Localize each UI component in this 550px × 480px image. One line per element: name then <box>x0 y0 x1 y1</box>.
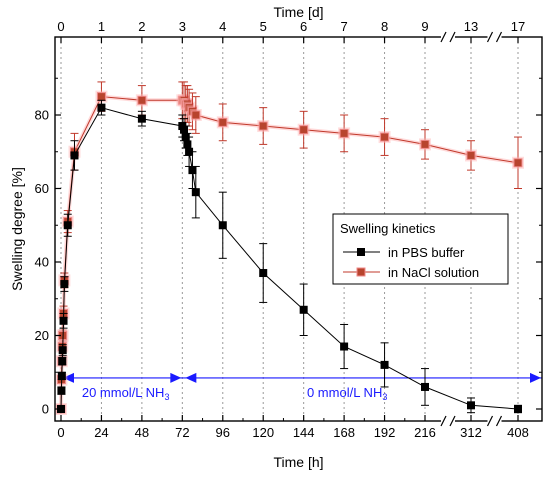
top-x-tick-label: 0 <box>57 19 64 34</box>
phase2-label: 0 mmol/L NH3 <box>307 385 387 402</box>
x-tick-label: 312 <box>460 425 482 440</box>
data-point <box>299 125 309 135</box>
data-point <box>380 360 389 369</box>
x-tick-label: 48 <box>135 425 149 440</box>
legend-title: Swelling kinetics <box>340 221 436 236</box>
data-point <box>57 371 66 380</box>
top-x-tick-label: 8 <box>381 19 388 34</box>
y-tick-label: 0 <box>42 402 49 417</box>
y-axis-title: Swelling degree [%] <box>9 167 25 291</box>
y-tick-label: 20 <box>35 328 49 343</box>
axis-break-gap <box>441 34 455 40</box>
data-point <box>96 92 106 102</box>
data-point <box>137 95 147 105</box>
data-point <box>97 103 106 112</box>
x-tick-label: 0 <box>57 425 64 440</box>
axis-break-mark <box>495 31 503 43</box>
top-x-tick-label: 9 <box>421 19 428 34</box>
phase1-arrow-left <box>63 372 74 383</box>
axis-break-mark <box>440 415 447 427</box>
annotations: 20 mmol/L NH3 0 mmol/L NH3 <box>61 372 542 402</box>
top-x-tick-label: 6 <box>300 19 307 34</box>
axis-break-gap <box>487 418 502 424</box>
x-tick-label: 24 <box>94 425 108 440</box>
x-tick-label: 192 <box>374 425 396 440</box>
axis-break-mark <box>449 415 456 427</box>
axis-break-mark <box>449 31 456 43</box>
top-x-tick-label: 13 <box>464 19 478 34</box>
data-point <box>63 221 72 230</box>
data-point <box>340 342 349 351</box>
legend-label-nacl: in NaCl solution <box>388 265 479 280</box>
data-point <box>513 158 523 168</box>
data-point <box>59 316 68 325</box>
phase2-arrow-left <box>185 372 197 383</box>
top-x-tick-label: 17 <box>511 19 525 34</box>
data-point <box>58 346 67 355</box>
y-tick-label: 60 <box>35 181 49 196</box>
data-point <box>188 166 197 175</box>
axis-break-mark <box>486 415 494 427</box>
x-axis-title: Time [h] <box>273 454 323 470</box>
data-point <box>339 128 349 138</box>
top-x-tick-label: 3 <box>179 19 186 34</box>
data-point <box>218 117 228 127</box>
top-x-tick-label: 5 <box>260 19 267 34</box>
axis-break-mark <box>440 31 447 43</box>
legend-label-pbs: in PBS buffer <box>388 245 465 260</box>
x-tick-label: 120 <box>252 425 274 440</box>
data-point <box>218 221 227 230</box>
data-point <box>70 151 79 160</box>
legend-marker-pbs <box>357 248 365 256</box>
data-point <box>380 132 390 142</box>
axis-break-mark <box>486 31 494 43</box>
data-point <box>137 114 146 123</box>
legend: Swelling kinetics in PBS buffer in NaCl … <box>332 213 509 285</box>
x-tick-label: 408 <box>507 425 529 440</box>
x-tick-label: 72 <box>175 425 189 440</box>
data-point <box>420 139 430 149</box>
data-point <box>466 150 476 160</box>
data-point <box>421 382 429 391</box>
data-point <box>258 121 268 131</box>
axis-break-gap <box>441 418 455 424</box>
series-layer <box>55 81 524 415</box>
y-tick-label: 40 <box>35 255 49 270</box>
data-point <box>191 188 200 197</box>
data-point <box>58 357 67 366</box>
data-point <box>191 110 201 120</box>
data-point <box>180 125 189 134</box>
top-x-tick-label: 2 <box>138 19 145 34</box>
phase1-label: 20 mmol/L NH3 <box>82 385 170 402</box>
x-tick-label: 168 <box>333 425 355 440</box>
data-point <box>183 140 192 149</box>
top-x-axis-title: Time [d] <box>273 4 323 20</box>
plot-frame <box>54 36 543 422</box>
top-x-tick-label: 4 <box>219 19 226 34</box>
data-point <box>514 405 522 413</box>
data-point <box>60 280 69 289</box>
data-point <box>259 269 268 278</box>
data-point <box>467 401 475 410</box>
series-pbs <box>57 99 522 414</box>
phase1-arrow-right <box>170 372 182 383</box>
top-x-tick-label: 1 <box>98 19 105 34</box>
axis-break-gap <box>487 34 502 40</box>
data-point <box>57 386 66 395</box>
x-tick-label: 216 <box>414 425 436 440</box>
phase2-arrow-right <box>530 372 541 383</box>
x-tick-label: 144 <box>293 425 315 440</box>
x-tick-label: 96 <box>216 425 230 440</box>
legend-marker-nacl <box>356 267 366 277</box>
top-x-tick-label: 7 <box>340 19 347 34</box>
axis-break-mark <box>495 415 503 427</box>
y-tick-label: 80 <box>35 108 49 123</box>
data-point <box>299 305 308 314</box>
